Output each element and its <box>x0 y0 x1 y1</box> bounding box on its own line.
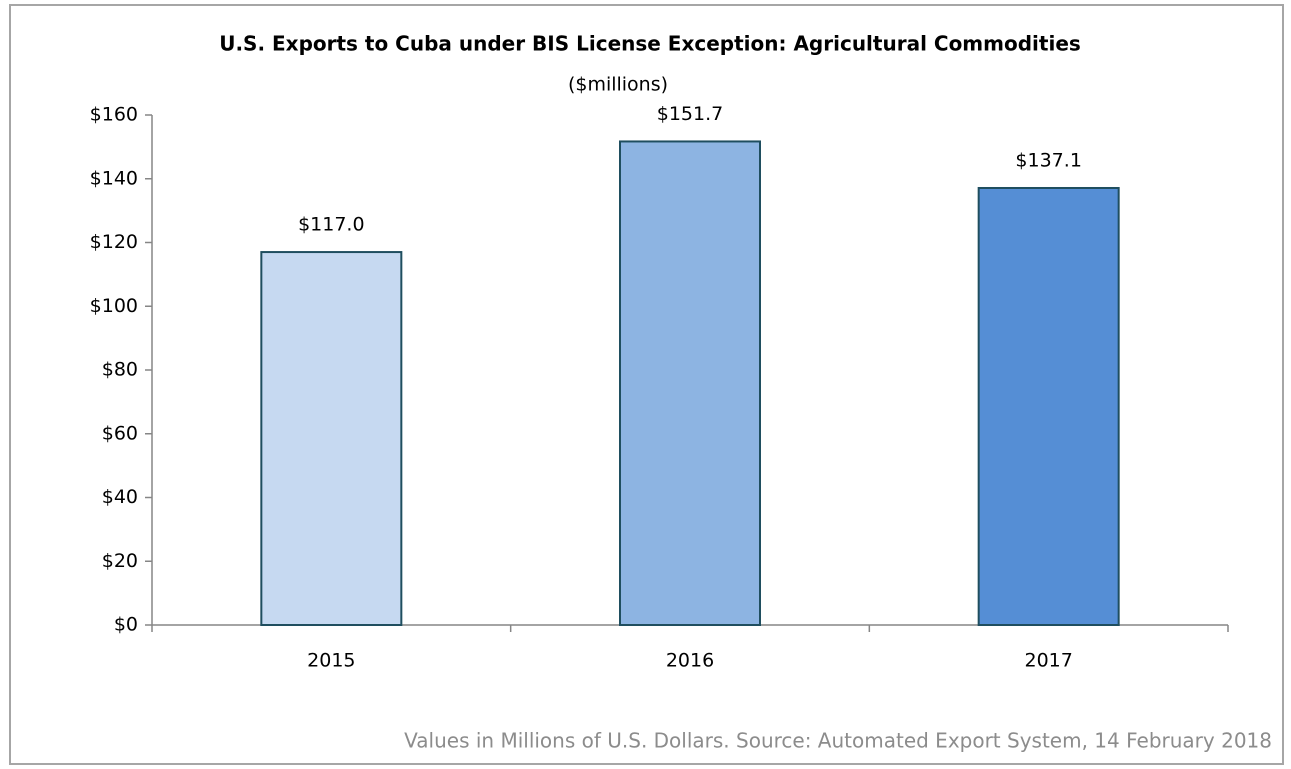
bar <box>619 140 761 627</box>
bar <box>977 186 1120 626</box>
bar <box>260 251 403 626</box>
y-tick-label: $100 <box>90 295 138 317</box>
y-tick-label: $0 <box>114 614 138 636</box>
data-label: $137.1 <box>1015 149 1081 171</box>
x-tick-label: 2015 <box>307 650 355 672</box>
x-tick-label: 2017 <box>1024 650 1072 672</box>
y-tick-label: $20 <box>102 550 138 572</box>
chart-title: U.S. Exports to Cuba under BIS License E… <box>219 32 1081 56</box>
y-tick-label: $120 <box>90 231 138 253</box>
x-tick-label: 2016 <box>666 650 714 672</box>
y-tick-label: $60 <box>102 422 138 444</box>
source-note: Values in Millions of U.S. Dollars. Sour… <box>404 729 1272 753</box>
y-tick-label: $40 <box>102 486 138 508</box>
y-tick-label: $140 <box>90 167 138 189</box>
data-label: $117.0 <box>298 214 364 236</box>
y-tick-label: $80 <box>102 359 138 381</box>
chart-subtitle: ($millions) <box>568 74 668 96</box>
y-tick-label: $160 <box>90 104 138 126</box>
data-label: $151.7 <box>657 103 723 125</box>
